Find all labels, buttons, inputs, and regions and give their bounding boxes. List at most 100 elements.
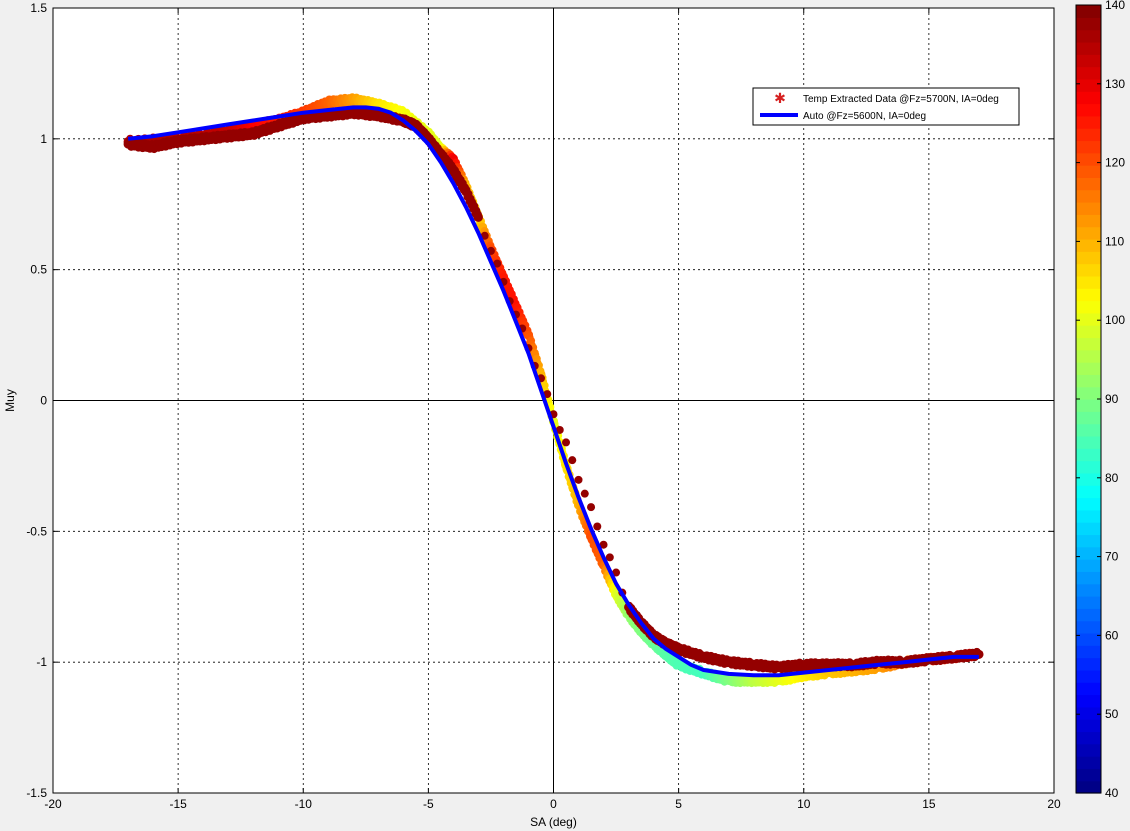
scatter-point <box>555 425 564 434</box>
scatter-point <box>543 390 552 399</box>
tick-labels: -20 -15 -10 -5 0 5 10 15 20 -1.5 -1 -0.5 0 0.5 1 1.5 <box>26 1 1061 811</box>
scatter-point <box>493 259 502 268</box>
colorbar-cell <box>1076 54 1101 68</box>
colorbar-tick-label: 130 <box>1105 77 1125 91</box>
colorbar-cell <box>1076 312 1101 326</box>
colorbar-cell <box>1076 509 1101 523</box>
colorbar-cell <box>1076 214 1101 228</box>
scatter-point <box>587 503 596 512</box>
colorbar-cell <box>1076 485 1101 499</box>
legend-entry-auto: Auto @Fz=5600N, IA=0deg <box>803 111 926 122</box>
colorbar-cell <box>1076 780 1101 794</box>
scatter-point <box>580 489 589 498</box>
colorbar-cell <box>1076 411 1101 425</box>
colorbar-cell <box>1076 657 1101 671</box>
colorbar-ticks: 40 50 60 70 80 90 100 110 120 130 140 <box>1076 0 1125 800</box>
colorbar-cell <box>1076 546 1101 560</box>
y-tick-label: 1.5 <box>30 1 47 15</box>
x-axis-label: SA (deg) <box>530 815 577 829</box>
colorbar: 40 50 60 70 80 90 100 110 120 130 140 <box>1075 0 1125 800</box>
y-tick-label: 0.5 <box>30 263 47 277</box>
colorbar-cell <box>1076 140 1101 154</box>
scatter-point <box>574 475 583 484</box>
colorbar-cell <box>1076 300 1101 314</box>
colorbar-tick-label: 70 <box>1105 550 1119 564</box>
colorbar-cell <box>1076 645 1101 659</box>
series-line-auto <box>127 105 979 678</box>
colorbar-cell <box>1076 583 1101 597</box>
colorbar-cell <box>1076 238 1101 252</box>
colorbar-cell <box>1076 694 1101 708</box>
colorbar-cell <box>1076 152 1101 166</box>
colorbar-cell <box>1076 448 1101 462</box>
colorbar-cell <box>1076 103 1101 117</box>
legend-marker-scatter: ✱ <box>774 91 786 107</box>
colorbar-cell <box>1076 719 1101 733</box>
colorbar-cell <box>1076 325 1101 339</box>
colorbar-cell <box>1076 608 1101 622</box>
y-tick-label: 1 <box>40 132 47 146</box>
colorbar-cell <box>1076 337 1101 351</box>
colorbar-cell <box>1076 189 1101 203</box>
zero-lines <box>53 8 1054 793</box>
colorbar-tick-label: 100 <box>1105 313 1125 327</box>
colorbar-cell <box>1076 128 1101 142</box>
colorbar-cell <box>1076 17 1101 31</box>
colorbar-cell <box>1076 682 1101 696</box>
legend-star-icon: ✱ <box>774 91 786 107</box>
colorbar-cell <box>1076 399 1101 412</box>
colorbar-tick-label: 50 <box>1105 707 1119 721</box>
colorbar-cell <box>1076 435 1101 449</box>
colorbar-tick-label: 60 <box>1105 628 1119 642</box>
colorbar-tick-label: 40 <box>1105 786 1119 800</box>
colorbar-cell <box>1076 29 1101 43</box>
x-tick-label: 15 <box>922 797 936 811</box>
colorbar-cell <box>1076 596 1101 609</box>
colorbar-cell <box>1076 522 1101 536</box>
colorbar-cell <box>1076 275 1101 289</box>
colorbar-cell <box>1076 571 1101 585</box>
x-tick-label: 0 <box>550 797 557 811</box>
colorbar-cell <box>1076 669 1101 683</box>
x-tick-label: -20 <box>44 797 62 811</box>
colorbar-cell <box>1076 706 1101 720</box>
colorbar-cell <box>1076 226 1101 240</box>
colorbar-tick-label: 120 <box>1105 156 1125 170</box>
legend[interactable]: ✱ Temp Extracted Data @Fz=5700N, IA=0deg… <box>752 87 1020 126</box>
x-tick-label: 20 <box>1047 797 1061 811</box>
colorbar-cell <box>1076 66 1101 80</box>
colorbar-cell <box>1076 5 1101 18</box>
colorbar-cell <box>1076 177 1101 191</box>
scatter-point <box>480 231 489 240</box>
colorbar-tick-label: 140 <box>1105 0 1125 12</box>
colorbar-cell <box>1076 386 1101 400</box>
colorbar-cell <box>1076 263 1101 277</box>
colorbar-cell <box>1076 768 1101 782</box>
colorbar-tick-label: 80 <box>1105 471 1119 485</box>
x-tick-label: -5 <box>423 797 434 811</box>
colorbar-cell <box>1076 202 1101 215</box>
colorbar-cell <box>1076 620 1101 634</box>
colorbar-cell <box>1076 534 1101 548</box>
legend-entry-temp-data: Temp Extracted Data @Fz=5700N, IA=0deg <box>803 94 999 105</box>
colorbar-tick-label: 90 <box>1105 392 1119 406</box>
colorbar-tick-label: 110 <box>1105 234 1124 248</box>
colorbar-cell <box>1076 374 1101 388</box>
colorbar-cell <box>1076 78 1101 92</box>
colorbar-cell <box>1076 460 1101 474</box>
y-tick-label: -1 <box>36 655 47 669</box>
y-tick-label: 0 <box>40 394 47 408</box>
colorbar-cell <box>1076 731 1101 745</box>
colorbar-cell <box>1076 472 1101 486</box>
x-tick-label: -10 <box>295 797 313 811</box>
series-lines <box>127 105 979 678</box>
colorbar-cell <box>1076 497 1101 511</box>
x-tick-label: 5 <box>675 797 682 811</box>
colorbar-cell <box>1076 165 1101 178</box>
colorbar-gradient <box>1076 5 1101 794</box>
scatter-point <box>605 553 614 562</box>
y-tick-label: -1.5 <box>26 786 47 800</box>
axis-ticks <box>52 7 1055 794</box>
scatter-point <box>599 540 608 549</box>
y-tick-label: -0.5 <box>26 524 47 538</box>
